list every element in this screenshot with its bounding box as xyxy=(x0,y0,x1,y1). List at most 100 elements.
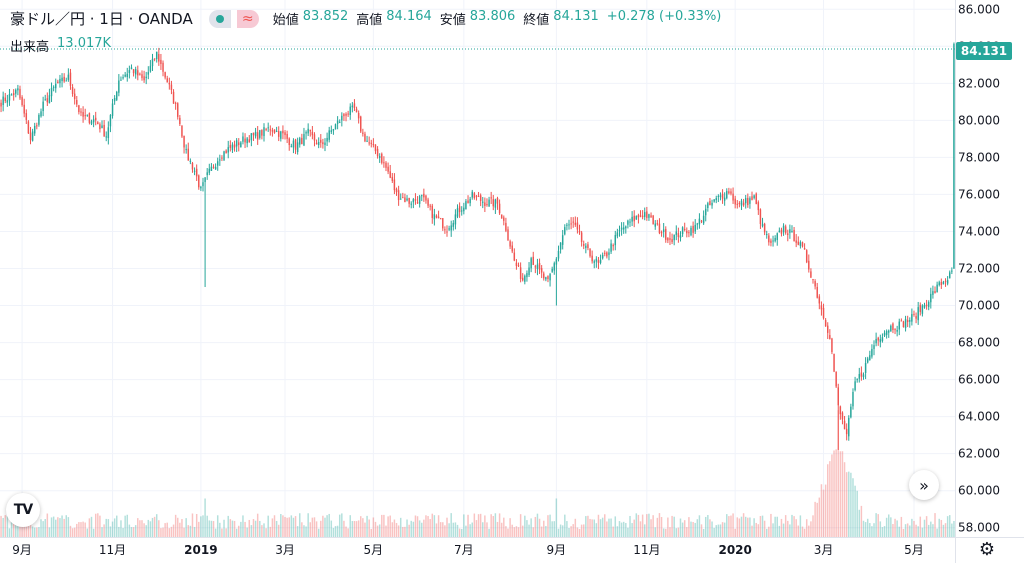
candle-body xyxy=(69,72,72,86)
candle-body xyxy=(134,69,137,75)
volume-bar xyxy=(397,525,400,537)
candle-body xyxy=(782,225,785,233)
volume-bar xyxy=(280,514,282,537)
candle-body xyxy=(240,142,242,148)
volume-bar xyxy=(404,526,406,537)
volume-bar xyxy=(610,518,612,537)
candle-body xyxy=(6,100,9,103)
candle-body xyxy=(797,241,800,245)
gear-icon[interactable]: ⚙ xyxy=(978,538,996,560)
volume-bar xyxy=(536,513,539,537)
volume-bar xyxy=(494,513,497,537)
volume-bar xyxy=(416,516,419,537)
candle-body xyxy=(275,130,278,132)
candle-body xyxy=(763,223,766,233)
volume-bar xyxy=(433,515,436,537)
volume-bar xyxy=(366,515,368,537)
volume-bar xyxy=(757,524,760,537)
candle-body xyxy=(597,260,600,263)
volume-bar xyxy=(294,516,297,537)
symbol-title[interactable]: 豪ドル／円 · 1日 · OANDA xyxy=(10,10,193,28)
scroll-to-realtime-icon[interactable]: » xyxy=(909,470,939,500)
candle-body xyxy=(715,198,717,201)
candle-body xyxy=(141,74,143,79)
candle-body xyxy=(473,193,476,198)
volume-bar xyxy=(421,522,423,537)
volume-bar xyxy=(471,522,473,537)
volume-bar xyxy=(374,521,377,537)
volume-bar xyxy=(742,513,745,537)
volume-bar xyxy=(191,513,194,537)
volume-bar xyxy=(311,517,314,537)
candle-body xyxy=(833,353,835,372)
volume-bar xyxy=(704,516,707,537)
candle-body xyxy=(728,191,730,194)
volume-bar xyxy=(153,516,156,537)
candle-body xyxy=(816,286,818,298)
candle-body xyxy=(751,196,753,200)
candle-body xyxy=(698,218,701,225)
volume-bar xyxy=(833,450,835,537)
tradingview-logo-icon[interactable]: TV xyxy=(6,493,40,527)
volume-bar xyxy=(686,527,688,537)
candle-body xyxy=(532,256,534,265)
candle-body xyxy=(349,106,351,116)
volume-bar xyxy=(618,521,621,537)
candle-body xyxy=(29,132,32,141)
volume-bar xyxy=(841,451,844,537)
volume-bar xyxy=(473,513,476,537)
x-tick-label: 2020 xyxy=(718,543,751,557)
candle-body xyxy=(864,363,867,373)
volume-bar xyxy=(627,527,629,537)
candle-body xyxy=(210,166,213,171)
volume-bar xyxy=(330,520,333,537)
candle-body xyxy=(137,70,139,76)
candle-body xyxy=(930,293,932,303)
candle-body xyxy=(322,142,324,145)
candle-body xyxy=(595,258,598,262)
candles xyxy=(0,42,955,450)
volume-bar xyxy=(347,528,349,537)
candle-body xyxy=(399,198,402,200)
volume-bar xyxy=(273,515,276,537)
candle-body xyxy=(183,135,185,148)
compare-wave-icon[interactable]: ≈ xyxy=(236,9,259,28)
candle-body xyxy=(530,258,532,269)
candle-body xyxy=(949,272,951,279)
volume-bar xyxy=(307,513,309,537)
visibility-dot-icon[interactable] xyxy=(208,9,231,28)
volume-bar xyxy=(864,522,867,537)
candle-body xyxy=(482,201,484,203)
volume-bar xyxy=(902,528,905,537)
volume-bar xyxy=(574,518,577,537)
volume-bar xyxy=(595,523,598,537)
volume-bar xyxy=(67,517,70,537)
volume-bar xyxy=(351,521,354,537)
price-axis: 86.00084.00082.00080.00078.00076.00074.0… xyxy=(958,2,1000,534)
volume-bar xyxy=(423,519,425,537)
candle-body xyxy=(616,232,619,237)
candle-body xyxy=(250,133,253,141)
candle-body xyxy=(719,195,722,197)
candle-body xyxy=(202,182,204,187)
volume-bar xyxy=(84,522,86,537)
volume-bar xyxy=(143,523,145,537)
volume-bar xyxy=(856,490,858,537)
candle-body xyxy=(244,138,246,143)
volume-bar xyxy=(185,518,187,537)
volume-bar xyxy=(736,517,739,537)
candle-body xyxy=(927,302,930,307)
candle-body xyxy=(254,131,257,137)
candle-body xyxy=(343,114,345,117)
candle-body xyxy=(484,202,486,206)
volume-bar xyxy=(606,521,608,537)
volume-bar xyxy=(633,519,635,537)
candle-body xyxy=(149,65,152,72)
volume-bar xyxy=(368,519,370,537)
candle-body xyxy=(189,160,192,163)
volume-bar xyxy=(130,527,133,537)
candle-body xyxy=(296,142,299,153)
candle-body xyxy=(341,115,343,121)
candle-body xyxy=(543,273,545,279)
